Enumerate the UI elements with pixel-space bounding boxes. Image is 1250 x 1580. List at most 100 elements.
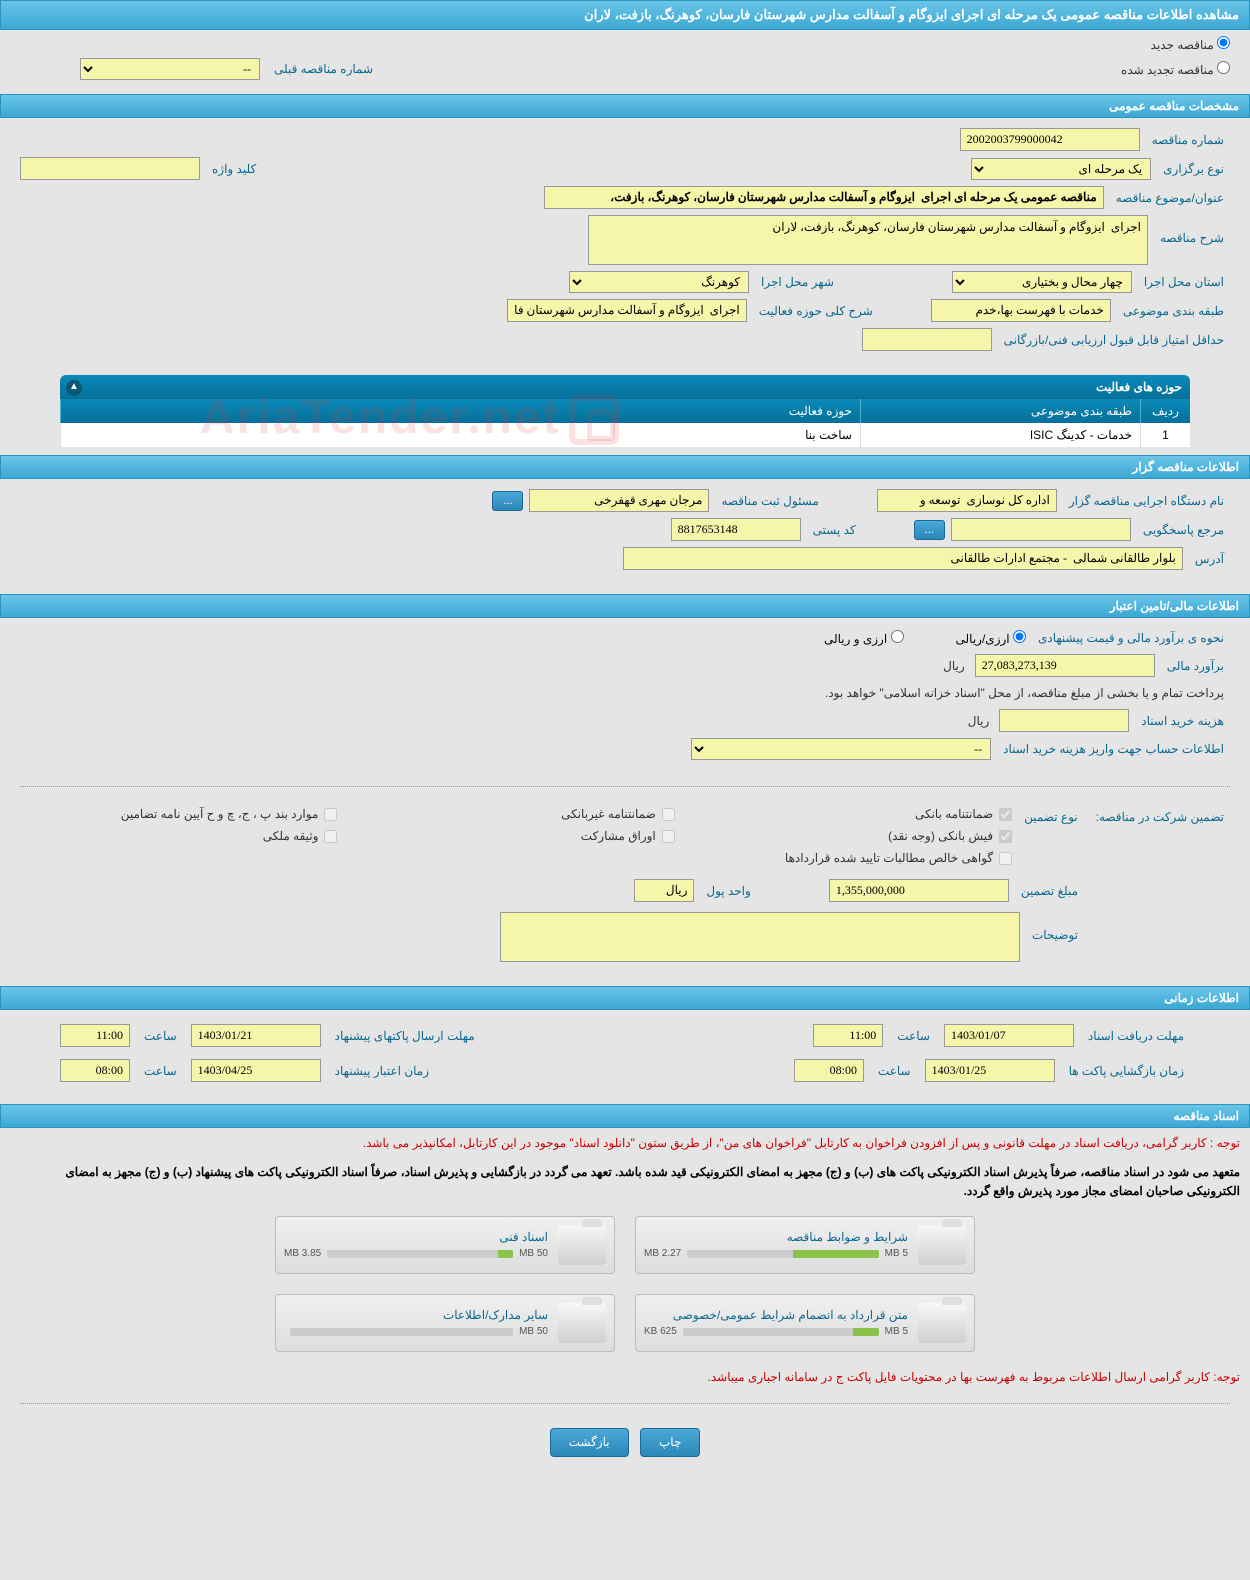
collapse-icon[interactable]: ▲ xyxy=(66,380,82,396)
method-label: نحوه ی برآورد مالی و قیمت پیشنهادی xyxy=(1032,628,1230,648)
divider xyxy=(20,786,1230,787)
file-box[interactable]: شرایط و ضوابط مناقصه 5 MB 2.27 MB xyxy=(635,1216,975,1274)
responsible-more-button[interactable]: ... xyxy=(492,491,523,511)
open-time[interactable] xyxy=(794,1059,864,1082)
activity-summary-input[interactable] xyxy=(507,299,747,322)
send-label: مهلت ارسال پاکتهای پیشنهاد xyxy=(329,1026,481,1046)
title-input[interactable] xyxy=(544,186,1104,209)
postal-input[interactable] xyxy=(671,518,801,541)
file-box[interactable]: سایر مدارک/اطلاعات 50 MB xyxy=(275,1294,615,1352)
print-button[interactable]: چاپ xyxy=(640,1428,700,1457)
file-capacity: 5 MB xyxy=(885,1248,908,1259)
validity-time[interactable] xyxy=(60,1059,130,1082)
city-select[interactable]: کوهرنگ xyxy=(569,271,749,293)
file-title: سایر مدارک/اطلاعات xyxy=(284,1308,548,1322)
agency-input[interactable] xyxy=(877,489,1057,512)
file-grid-row1: شرایط و ضوابط مناقصه 5 MB 2.27 MB اسناد … xyxy=(0,1206,1250,1284)
keyword-label: کلید واژه xyxy=(206,159,262,179)
city-label: شهر محل اجرا xyxy=(755,272,840,292)
file-box[interactable]: اسناد فنی 50 MB 3.85 MB xyxy=(275,1216,615,1274)
doc-note2: متعهد می شود در اسناد مناقصه، صرفاً پذیر… xyxy=(0,1159,1250,1205)
activity-summary-label: شرح کلی حوزه فعالیت xyxy=(753,301,879,321)
back-button[interactable]: بازگشت xyxy=(550,1428,629,1457)
chk-securities[interactable]: اوراق مشارکت xyxy=(357,829,674,843)
remarks-label: توضیحات xyxy=(1026,912,1084,945)
radio-renewed[interactable]: مناقصه تجدید شده xyxy=(1121,61,1230,77)
account-info-select[interactable]: -- xyxy=(691,738,991,760)
doc-cost-input[interactable] xyxy=(999,709,1129,732)
col-idx: ردیف xyxy=(1140,399,1190,423)
desc-textarea[interactable]: اجرای ایزوگام و آسفالت مدارس شهرستان فار… xyxy=(588,215,1148,265)
file-size: 2.27 MB xyxy=(644,1248,681,1259)
time-label2: ساعت xyxy=(138,1026,183,1046)
address-label: آدرس xyxy=(1189,549,1230,569)
col-act: حوزه فعالیت xyxy=(60,399,860,423)
section-documents: اسناد مناقصه xyxy=(0,1104,1250,1128)
file-size: 3.85 MB xyxy=(284,1248,321,1259)
prev-number-label: شماره مناقصه قبلی xyxy=(268,59,379,79)
contact-more-button[interactable]: ... xyxy=(914,520,945,540)
title-label: عنوان/موضوع مناقصه xyxy=(1110,188,1230,208)
chk-property[interactable]: وثیقه ملکی xyxy=(20,829,337,843)
activity-table-title: حوزه های فعالیت xyxy=(1096,380,1182,394)
chk-certified[interactable]: گواهی خالص مطالبات تایید شده قراردادها xyxy=(695,851,1012,865)
postal-label: کد پستی xyxy=(807,520,862,540)
cell-idx: 1 xyxy=(1140,423,1190,447)
type-select[interactable]: یک مرحله ای xyxy=(971,158,1151,180)
validity-date[interactable] xyxy=(191,1059,321,1082)
file-title: اسناد فنی xyxy=(284,1230,548,1244)
province-select[interactable]: چهار محال و بختیاری xyxy=(952,271,1132,293)
prev-number-select[interactable]: -- xyxy=(80,58,260,80)
contact-input[interactable] xyxy=(951,518,1131,541)
time-label4: ساعت xyxy=(138,1061,183,1081)
radio-currency2[interactable]: ارزی و ریالی xyxy=(824,630,904,646)
open-date[interactable] xyxy=(925,1059,1055,1082)
receive-date[interactable] xyxy=(944,1024,1074,1047)
minscore-input[interactable] xyxy=(862,328,992,351)
category-input[interactable] xyxy=(931,299,1111,322)
chk-items[interactable]: موارد بند پ ، ج، چ و ح آیین نامه تضامین xyxy=(20,807,337,821)
amount-label: مبلغ تضمین xyxy=(1015,881,1084,901)
number-input[interactable] xyxy=(960,128,1140,151)
account-info-label: اطلاعات حساب جهت واریز هزینه خرید اسناد xyxy=(997,739,1230,759)
file-capacity: 50 MB xyxy=(519,1326,548,1337)
time-label3: ساعت xyxy=(872,1061,917,1081)
payment-note: پرداخت تمام و یا بخشی از مبلغ مناقصه، از… xyxy=(819,683,1230,703)
unit-rial: ریال xyxy=(939,659,969,673)
radio-new[interactable]: مناقصه جدید xyxy=(1151,36,1230,52)
currency-input[interactable] xyxy=(634,879,694,902)
chk-cash[interactable]: فیش بانکی (وجه نقد) xyxy=(695,829,1012,843)
estimate-input[interactable] xyxy=(975,654,1155,677)
doc-cost-label: هزینه خرید اسناد xyxy=(1135,711,1230,731)
responsible-label: مسئول ثبت مناقصه xyxy=(715,491,824,511)
category-label: طبقه بندی موضوعی xyxy=(1117,301,1230,321)
section-financial: اطلاعات مالی/تامین اعتبار xyxy=(0,594,1250,618)
folder-icon xyxy=(558,1225,606,1265)
send-time[interactable] xyxy=(60,1024,130,1047)
section-organizer: اطلاعات مناقصه گزار xyxy=(0,455,1250,479)
section-timing: اطلاعات زمانی xyxy=(0,986,1250,1010)
chk-nonbank[interactable]: ضمانتنامه غیربانکی xyxy=(357,807,674,821)
send-date[interactable] xyxy=(191,1024,321,1047)
number-label: شماره مناقصه xyxy=(1146,130,1230,150)
address-input[interactable] xyxy=(623,547,1183,570)
responsible-input[interactable] xyxy=(529,489,709,512)
keyword-input[interactable] xyxy=(20,157,200,180)
file-title: متن قرارداد به انضمام شرایط عمومی/خصوصی xyxy=(644,1308,908,1322)
radio-currency1[interactable]: ارزی/ریالی xyxy=(956,630,1026,646)
col-cat: طبقه بندی موضوعی xyxy=(860,399,1140,423)
divider xyxy=(20,1403,1230,1404)
amount-input[interactable] xyxy=(829,879,1009,902)
chk-bank[interactable]: ضمانتنامه بانکی xyxy=(695,807,1012,821)
file-size: 625 KB xyxy=(644,1326,677,1337)
file-box[interactable]: متن قرارداد به انضمام شرایط عمومی/خصوصی … xyxy=(635,1294,975,1352)
folder-icon xyxy=(918,1225,966,1265)
remarks-textarea[interactable] xyxy=(500,912,1020,962)
minscore-label: حداقل امتیاز قابل قبول ارزیابی فنی/بازرگ… xyxy=(998,330,1230,350)
province-label: استان محل اجرا xyxy=(1138,272,1230,292)
unit-rial2: ریال xyxy=(964,714,994,728)
file-title: شرایط و ضوابط مناقصه xyxy=(644,1230,908,1244)
table-row: 1 خدمات - کدینگ ISIC ساخت بنا xyxy=(60,423,1190,447)
receive-time[interactable] xyxy=(813,1024,883,1047)
file-grid-row2: متن قرارداد به انضمام شرایط عمومی/خصوصی … xyxy=(0,1284,1250,1362)
